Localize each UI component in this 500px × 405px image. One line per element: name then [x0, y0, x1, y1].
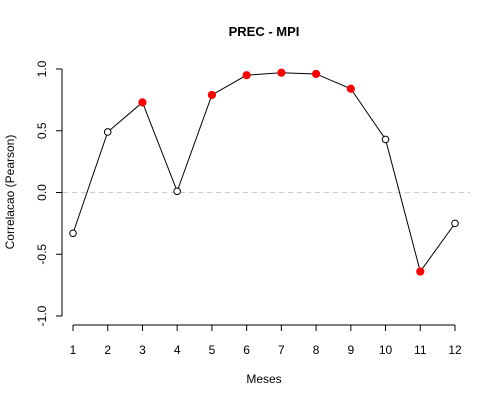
data-point: [69, 229, 77, 238]
x-tick-label: 1: [70, 343, 77, 357]
y-tick-label: 0.5: [35, 122, 49, 139]
y-tick-label: 0.0: [35, 184, 49, 201]
x-tick-label: 7: [278, 343, 285, 357]
chart-title: PREC - MPI: [229, 24, 300, 39]
y-tick-label: -0.5: [35, 244, 49, 265]
x-tick-label: 11: [414, 343, 427, 357]
y-axis-label: Correlacao (Pearson): [3, 135, 17, 250]
y-tick-label: 1.0: [35, 60, 49, 77]
data-point: [173, 187, 181, 196]
x-tick-label: 8: [313, 343, 320, 357]
x-tick-label: 5: [209, 343, 216, 357]
significant-data-point: [346, 84, 355, 93]
y-tick-label: -1.0: [35, 305, 49, 326]
significant-data-point: [242, 71, 251, 80]
series-layer: [72, 72, 456, 273]
x-tick-label: 2: [104, 343, 111, 357]
x-tick-label: 9: [347, 343, 354, 357]
x-tick-label: 3: [139, 343, 146, 357]
data-point: [451, 219, 459, 228]
significant-data-point: [311, 69, 321, 79]
significant-data-point: [207, 90, 217, 100]
series-line: [72, 72, 456, 273]
x-tick-label: 10: [379, 343, 393, 357]
x-tick-label: 4: [174, 343, 181, 357]
significant-data-point: [416, 267, 425, 276]
x-tick-label: 6: [243, 343, 250, 357]
x-axis-label: Meses: [246, 372, 281, 386]
axes-layer: 1 2 3 4 5 6 7 8 9 10 11 12-1.0-0.50.00.51.0: [35, 60, 462, 357]
marker-layer: [69, 68, 459, 276]
data-point: [381, 135, 390, 144]
data-point: [103, 128, 112, 136]
significant-data-point: [277, 68, 286, 77]
significant-data-point: [138, 98, 147, 107]
x-tick-label: 12: [448, 343, 462, 357]
